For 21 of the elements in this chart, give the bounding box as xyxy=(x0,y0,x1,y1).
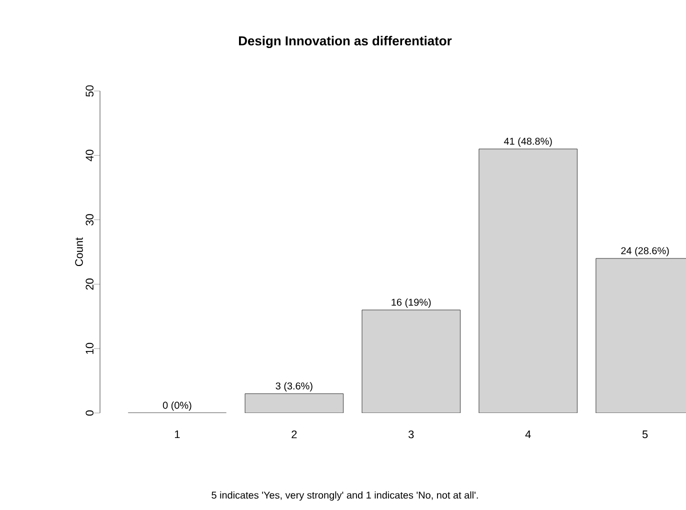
y-axis-title: Count xyxy=(75,237,83,266)
y-tick-label: 20 xyxy=(86,278,94,290)
x-tick-label: 5 xyxy=(642,430,648,438)
data-label: 3 (3.6%) xyxy=(276,382,312,392)
y-tick-label: 30 xyxy=(86,214,94,226)
x-tick-label: 4 xyxy=(525,430,531,438)
y-tick-label: 0 xyxy=(86,410,94,416)
bar xyxy=(362,310,460,413)
data-label: 24 (28.6%) xyxy=(621,246,669,256)
x-tick-label: 3 xyxy=(408,430,414,438)
y-tick-label: 40 xyxy=(86,150,94,162)
data-label: 41 (48.8%) xyxy=(504,137,552,147)
data-label: 16 (19%) xyxy=(392,298,431,308)
y-tick-label: 50 xyxy=(86,85,94,97)
bar xyxy=(245,394,344,413)
x-tick-label: 1 xyxy=(174,430,180,438)
y-tick-label: 10 xyxy=(86,342,94,354)
data-label: 0 (0%) xyxy=(162,402,192,411)
text: 5 indicates 'Yes, very strongly' and 1 indicates 'No, not at all'. xyxy=(212,491,478,501)
x-tick-label: 2 xyxy=(292,430,297,438)
chart-title: Design Innovation as differentiator xyxy=(239,36,452,48)
